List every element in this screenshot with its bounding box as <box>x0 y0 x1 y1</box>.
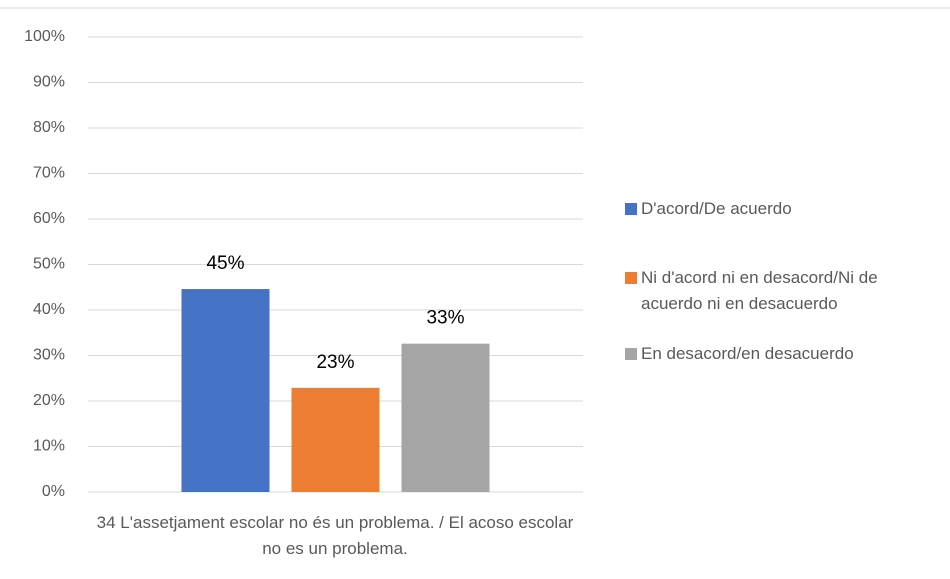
legend-swatch <box>625 272 637 284</box>
bar <box>181 289 270 492</box>
y-tick-label: 40% <box>33 301 65 318</box>
category-label: 34 L'assetjament escolar no és un proble… <box>96 513 574 558</box>
legend-label: En desacord/en desacuerdo <box>641 344 854 363</box>
legend-label: Ni d'acord ni en desacord/Ni de acuerdo … <box>641 268 878 313</box>
y-tick-label: 70% <box>33 165 65 182</box>
value-label: 45% <box>206 253 244 274</box>
y-tick-label: 50% <box>33 256 65 273</box>
y-tick-label: 100% <box>24 28 65 45</box>
bar <box>401 343 490 492</box>
bar <box>291 387 380 492</box>
y-tick-label: 60% <box>33 210 65 227</box>
legend-swatch <box>625 203 637 215</box>
legend-swatch <box>625 348 637 360</box>
y-tick-label: 10% <box>33 438 65 455</box>
legend-item: Ni d'acord ni en desacord/Ni de acuerdo … <box>625 265 945 317</box>
y-tick-label: 0% <box>42 483 65 500</box>
value-label: 33% <box>426 308 464 329</box>
y-tick-label: 80% <box>33 119 65 136</box>
y-tick-label: 20% <box>33 392 65 409</box>
legend-label: D'acord/De acuerdo <box>641 199 792 218</box>
y-tick-label: 30% <box>33 347 65 364</box>
legend-item: En desacord/en desacuerdo <box>625 341 945 367</box>
value-label: 23% <box>316 352 354 373</box>
y-tick-label: 90% <box>33 74 65 91</box>
legend-item: D'acord/De acuerdo <box>625 196 945 222</box>
